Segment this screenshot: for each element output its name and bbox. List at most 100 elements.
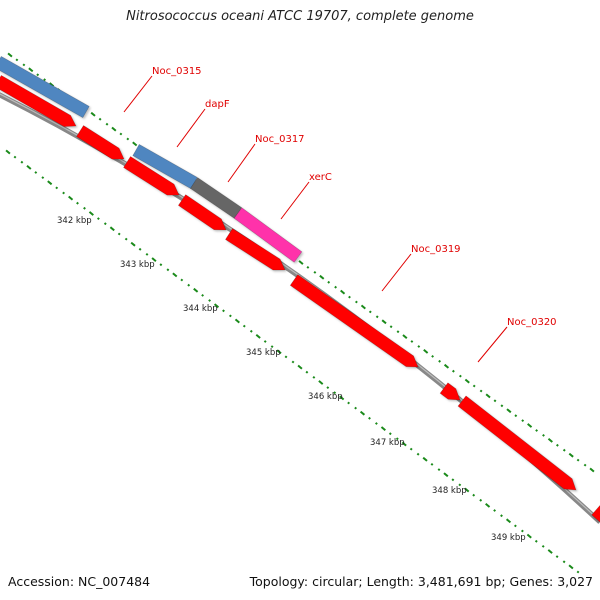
feature-blue-1 <box>0 55 90 119</box>
tick-label-0: 342 kbp <box>57 216 92 226</box>
gc-dot-outer-75 <box>527 423 533 428</box>
gc-dot-inner-74 <box>520 529 524 533</box>
gc-dot-outer-47 <box>334 285 338 289</box>
gc-dot-inner-44 <box>312 375 316 379</box>
gc-dot-outer-1 <box>15 58 19 62</box>
gc-dot-inner-72 <box>505 518 512 524</box>
tick-label-6: 348 kbp <box>432 486 467 496</box>
gc-dot-inner-53 <box>374 422 378 425</box>
gc-dot-inner-28 <box>201 293 205 297</box>
gc-dot-outer-84 <box>589 467 595 473</box>
gc-dot-inner-59 <box>416 452 420 456</box>
gc-dot-outer-16 <box>119 132 123 136</box>
gc-dot-inner-49 <box>347 401 351 405</box>
gc-dot-inner-40 <box>284 355 288 359</box>
gc-dot-outer-74 <box>521 419 525 423</box>
gc-dot-inner-64 <box>451 478 455 482</box>
gc-dot-inner-9 <box>68 195 74 201</box>
gc-dot-outer-57 <box>402 334 408 339</box>
gc-dot-inner-36 <box>255 334 261 339</box>
gene-label-Noc_0320[interactable]: Noc_0320 <box>507 317 557 328</box>
gc-dot-inner-34 <box>242 324 246 328</box>
gene-arrow-4 <box>177 194 227 231</box>
gc-dot-inner-46 <box>326 386 330 390</box>
gc-dot-inner-7 <box>55 186 59 190</box>
gc-dot-outer-14 <box>105 122 109 126</box>
gc-dot-outer-56 <box>396 330 400 334</box>
gene-label-dapF[interactable]: dapF <box>205 99 230 110</box>
gc-content-track <box>5 52 595 574</box>
gc-dot-inner-8 <box>62 191 66 195</box>
gc-dot-inner-78 <box>547 549 553 554</box>
gc-dot-outer-46 <box>327 280 331 284</box>
gc-dot-inner-15 <box>109 226 115 232</box>
gc-dot-inner-30 <box>213 303 220 309</box>
gc-dot-outer-55 <box>389 325 393 329</box>
callout-line-5 <box>477 326 508 363</box>
feature-pink <box>233 207 303 263</box>
gene-label-Noc_0315[interactable]: Noc_0315 <box>152 66 202 77</box>
gc-dot-outer-83 <box>583 463 587 467</box>
tick-label-4: 346 kbp <box>308 392 343 402</box>
gc-dot-inner-61 <box>430 462 434 466</box>
gc-dot-outer-67 <box>472 384 476 388</box>
genome-backbone-highlight <box>0 93 600 522</box>
gc-dot-inner-31 <box>222 309 225 313</box>
tick-label-2: 344 kbp <box>183 304 218 314</box>
gc-dot-inner-1 <box>13 155 17 159</box>
gc-dot-inner-69 <box>485 503 491 508</box>
gc-dot-outer-59 <box>417 345 421 348</box>
gene-label-Noc_0317[interactable]: Noc_0317 <box>255 134 305 145</box>
gc-dot-inner-73 <box>513 524 517 528</box>
gc-dot-outer-60 <box>423 349 429 354</box>
gc-dot-inner-24 <box>172 272 178 278</box>
gc-dot-inner-25 <box>180 278 184 282</box>
gc-dot-inner-37 <box>263 340 267 343</box>
gene-arrow-2 <box>76 125 125 160</box>
gc-dot-inner-5 <box>41 176 45 180</box>
gc-dot-inner-50 <box>354 406 358 410</box>
gc-dot-outer-82 <box>576 458 580 462</box>
gc-dot-outer-45 <box>319 274 325 280</box>
scale-ticks: 342 kbp 343 kbp 344 kbp 345 kbp 346 kbp 347 k… <box>57 216 526 543</box>
gc-dot-inner-48 <box>339 395 345 401</box>
gc-dot-outer-12 <box>90 111 96 117</box>
callout-line-1 <box>176 108 206 148</box>
tick-label-3: 345 kbp <box>246 348 281 358</box>
tick-label-7: 349 kbp <box>491 533 526 543</box>
gene-label-Noc_0319[interactable]: Noc_0319 <box>411 244 461 255</box>
gc-dot-inner-54 <box>380 426 386 431</box>
gene-arrow-7 <box>439 382 461 401</box>
tick-label-5: 347 kbp <box>370 438 405 448</box>
gc-dot-outer-70 <box>493 399 497 403</box>
gc-dot-inner-41 <box>291 360 295 364</box>
gc-dot-inner-67 <box>472 493 476 497</box>
gc-dot-outer-54 <box>381 319 387 325</box>
gc-dot-inner-38 <box>270 345 274 349</box>
gc-dot-inner-70 <box>493 509 497 512</box>
gc-dot-inner-43 <box>305 370 309 374</box>
gc-dot-inner-58 <box>409 447 413 451</box>
gene-arrow-6 <box>289 274 419 368</box>
gc-dot-inner-60 <box>422 456 428 462</box>
gc-dot-inner-77 <box>541 544 545 548</box>
gc-dot-inner-45 <box>318 380 324 385</box>
gc-dot-inner-82 <box>576 570 580 574</box>
gc-dot-inner-66 <box>464 487 470 493</box>
genome-summary-text: Topology: circular; Length: 3,481,691 bp… <box>249 574 593 589</box>
gc-dot-outer-13 <box>98 117 102 121</box>
gc-dot-outer-77 <box>542 433 545 437</box>
gc-dot-inner-11 <box>83 206 86 210</box>
gene-label-xerC[interactable]: xerC <box>309 172 332 183</box>
map-title: Nitrosococcus oceani ATCC 19707, complet… <box>126 9 474 24</box>
gc-dot-inner-47 <box>333 391 337 395</box>
gene-arrow-1 <box>0 74 77 127</box>
gc-dot-outer-79 <box>555 443 559 447</box>
gc-dot-inner-52 <box>368 416 371 420</box>
feature-blue-2 <box>132 143 198 190</box>
gene-arrow-8 <box>457 395 577 491</box>
gc-dot-outer-69 <box>485 393 491 399</box>
gc-dot-outer-65 <box>458 374 462 378</box>
gc-dot-inner-32 <box>228 314 232 318</box>
